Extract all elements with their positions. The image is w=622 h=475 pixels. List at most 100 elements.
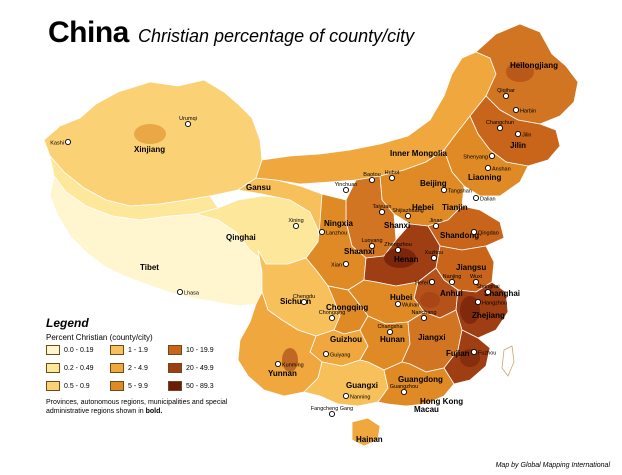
city-marker — [512, 106, 520, 114]
province-label-jiangxi: Jiangxi — [418, 333, 446, 342]
map-credit: Map by Global Mapping International — [495, 462, 610, 469]
city-marker — [378, 208, 386, 216]
city-marker — [318, 228, 326, 236]
city-marker — [496, 124, 504, 132]
city-marker — [394, 300, 402, 308]
legend-title: Legend — [46, 316, 89, 330]
province-label-beijing: Beijing — [420, 179, 447, 188]
city-label: Wuhan — [402, 303, 419, 309]
city-marker — [400, 388, 408, 396]
province-label-hong-kong: Hong Kong — [420, 397, 463, 406]
legend-item: 0.2 - 0.49 — [46, 363, 94, 373]
city-marker — [368, 242, 376, 250]
province-label-shanxi: Shanxi — [384, 221, 410, 230]
city-marker — [368, 176, 376, 184]
legend: Legend Percent Christian (county/city) 0… — [46, 316, 246, 415]
city-label: Urumqi — [179, 116, 197, 122]
city-marker — [470, 348, 478, 356]
province-label-inner-mongolia: Inner Mongolia — [390, 149, 447, 158]
legend-label: 0.5 - 0.9 — [64, 382, 90, 390]
city-label: Nanning — [350, 395, 371, 401]
city-marker — [394, 246, 402, 254]
city-marker — [484, 164, 492, 172]
legend-grid: 0.0 - 0.19 0.2 - 0.49 0.5 - 0.9 1 - 1.9 2 - … — [46, 345, 236, 405]
city-label: Shenyang — [463, 155, 488, 161]
city-marker — [420, 314, 428, 322]
city-label: Dalian — [480, 197, 496, 203]
province-label-zhejiang: Zhejiang — [472, 311, 505, 320]
province-label-guizhou: Guizhou — [330, 335, 362, 344]
city-label: Kunming — [282, 363, 304, 369]
city-markers: Kashi Urumqi Lhasa Xining Lanzhou Yinchuan Bao… — [50, 88, 536, 418]
city-marker — [488, 152, 496, 160]
province-label-fujian: Fujian — [446, 349, 470, 358]
province-label-xinjiang: Xinjiang — [134, 145, 165, 154]
region-guangdong — [377, 361, 455, 407]
legend-swatch — [168, 363, 182, 373]
city-marker — [388, 174, 396, 182]
city-label: Zhengzhou — [384, 242, 412, 248]
city-marker — [404, 212, 412, 220]
city-marker — [428, 278, 436, 286]
city-marker — [470, 228, 478, 236]
province-label-heilongjiang: Heilongjiang — [510, 61, 558, 70]
city-marker — [474, 298, 482, 306]
city-label: Hefei — [415, 281, 428, 287]
city-label: Fangcheng Gang — [311, 406, 354, 412]
legend-swatch — [46, 381, 60, 391]
city-label: Xian — [331, 263, 342, 269]
province-label-qinghai: Qinghai — [226, 233, 256, 242]
city-label: Nanjing — [443, 274, 462, 280]
city-marker — [176, 288, 184, 296]
city-marker — [274, 360, 282, 368]
map-title: China — [48, 16, 129, 49]
legend-label: 0.0 - 0.19 — [64, 346, 94, 354]
province-label-hunan: Hunan — [380, 335, 405, 344]
legend-item: 2 - 4.9 — [110, 363, 148, 373]
province-label-shaanxi: Shaanxi — [344, 247, 375, 256]
city-label: Changchun — [486, 120, 514, 126]
legend-note: Provinces, autonomous regions, municipal… — [46, 398, 246, 416]
city-label: Xining — [288, 218, 303, 224]
city-label: Chongqing — [319, 310, 346, 316]
legend-label: 50 - 89.3 — [186, 382, 214, 390]
city-marker — [386, 328, 394, 336]
province-label-hubei: Hubei — [390, 293, 412, 302]
legend-swatch — [110, 345, 124, 355]
legend-item: 10 - 19.9 — [168, 345, 214, 355]
province-label-hainan: Hainan — [356, 435, 383, 444]
city-label: Jilin — [522, 133, 531, 139]
city-label: Lhasa — [184, 291, 200, 297]
legend-item: 0.5 - 0.9 — [46, 381, 90, 391]
city-label: Guangzhou — [390, 384, 418, 390]
province-label-macau: Macau — [414, 405, 439, 414]
legend-label: 2 - 4.9 — [128, 364, 148, 372]
province-label-hebei: Hebei — [412, 203, 434, 212]
city-marker — [292, 222, 300, 230]
city-marker — [342, 186, 350, 194]
city-label: Shanghai — [476, 284, 499, 290]
province-label-henan: Henan — [394, 255, 419, 264]
city-marker — [502, 92, 510, 100]
legend-swatch — [168, 381, 182, 391]
legend-item: 1 - 1.9 — [110, 345, 148, 355]
legend-note-text: Provinces, autonomous regions, municipal… — [46, 399, 228, 415]
city-marker — [184, 120, 192, 128]
province-label-shanghai: Shanghai — [484, 289, 520, 298]
province-label-jiangsu: Jiangsu — [456, 263, 486, 272]
city-label: Yinchuan — [335, 182, 358, 188]
map-regions — [43, 23, 579, 447]
city-label: Anshan — [492, 167, 511, 173]
legend-label: 0.2 - 0.49 — [64, 364, 94, 372]
map-subtitle: Christian percentage of county/city — [138, 26, 415, 46]
province-label-shandong: Shandong — [440, 231, 479, 240]
city-label: Hangzhou — [482, 301, 507, 307]
province-label-anhui: Anhui — [440, 289, 463, 298]
legend-swatch — [110, 381, 124, 391]
city-marker — [432, 222, 440, 230]
city-label: Nanchang — [411, 310, 436, 316]
province-label-tibet: Tibet — [140, 263, 159, 272]
city-label: Wuxi — [470, 274, 482, 280]
province-label-gansu: Gansu — [246, 183, 271, 192]
